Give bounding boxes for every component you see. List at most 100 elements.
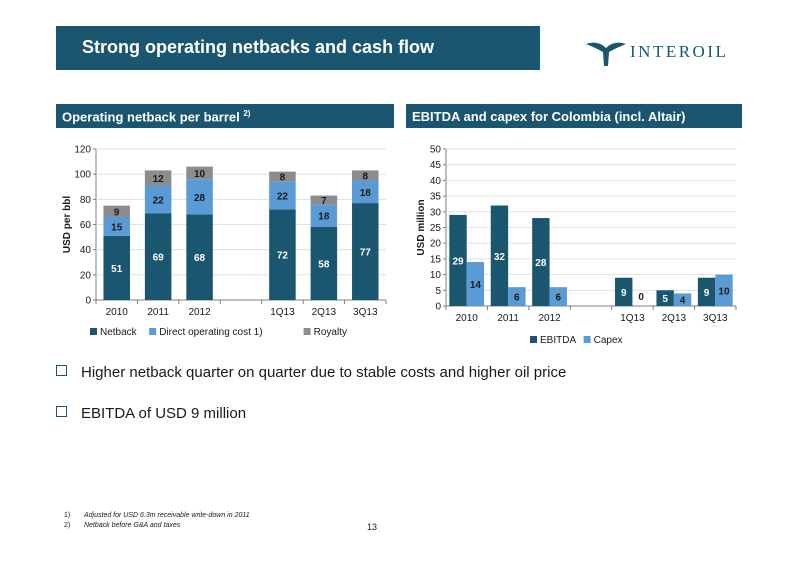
y-tick-label: 50 <box>430 145 442 156</box>
bar-direct <box>352 180 379 204</box>
bar-netback <box>103 235 130 300</box>
data-label: 22 <box>153 195 165 206</box>
bar-capex <box>715 274 733 306</box>
y-tick-label: 25 <box>430 223 442 234</box>
y-tick-label: 40 <box>430 176 442 187</box>
data-label: 14 <box>470 280 482 291</box>
data-label: 69 <box>153 253 165 264</box>
y-tick-label: 0 <box>85 296 91 307</box>
y-tick-label: 20 <box>430 239 442 250</box>
y-axis-label: USD million <box>416 199 427 255</box>
data-label: 15 <box>111 222 123 233</box>
x-tick-label: 3Q13 <box>353 307 378 318</box>
data-label: 28 <box>194 193 206 204</box>
data-label: 0 <box>638 292 644 303</box>
data-label: 6 <box>514 293 520 304</box>
slide-title-bar: Strong operating netbacks and cash flow <box>56 26 540 70</box>
x-tick-label: 2Q13 <box>662 313 687 324</box>
y-tick-label: 40 <box>80 245 92 256</box>
data-label: 10 <box>194 169 206 180</box>
legend-label: Netback <box>100 327 138 338</box>
bar-ebitda <box>615 277 633 306</box>
bar-royalty <box>269 171 296 182</box>
bullet-1-text: Higher netback quarter on quarter due to… <box>81 364 567 381</box>
y-tick-label: 80 <box>80 195 92 206</box>
x-tick-label: 3Q13 <box>703 313 728 324</box>
legend-swatch <box>530 336 537 343</box>
y-tick-label: 60 <box>80 220 92 231</box>
bar-royalty <box>103 205 130 217</box>
data-label: 22 <box>277 192 289 203</box>
bar-capex <box>673 293 692 306</box>
data-label: 18 <box>360 188 372 199</box>
data-label: 51 <box>111 264 123 275</box>
legend-label: EBITDA <box>540 335 576 346</box>
y-tick-label: 45 <box>430 160 442 171</box>
bar-direct <box>310 204 338 228</box>
y-tick-label: 20 <box>80 270 92 281</box>
y-tick-label: 30 <box>430 207 442 218</box>
x-tick-label: 2012 <box>188 307 211 318</box>
bar-ebitda <box>490 205 509 306</box>
bar-royalty <box>144 170 172 186</box>
y-tick-label: 5 <box>435 286 441 297</box>
bullet-box-icon <box>56 406 67 417</box>
bar-royalty <box>186 166 213 180</box>
legend-swatch <box>583 336 591 343</box>
x-tick-label: 1Q13 <box>270 307 295 318</box>
data-label: 8 <box>280 173 286 184</box>
data-label: 9 <box>704 288 710 299</box>
bar-netback <box>310 227 338 300</box>
y-tick-label: 15 <box>430 254 442 265</box>
data-label: 77 <box>360 248 372 259</box>
right-panel-title: EBITDA and capex for Colombia (incl. Alt… <box>412 109 686 124</box>
data-label: 9 <box>114 207 120 218</box>
data-label: 32 <box>494 252 506 263</box>
data-label: 58 <box>318 260 330 271</box>
data-label: 28 <box>535 258 547 269</box>
data-label: 68 <box>194 253 206 264</box>
data-label: 7 <box>321 196 327 207</box>
y-tick-label: 35 <box>430 192 442 203</box>
netback-chart: 0 20 40 60 80 100 120 2010 2011 2012 1Q13 2Q13 3Q13 U… <box>62 145 387 338</box>
bullet-1: Higher netback quarter on quarter due to… <box>56 364 566 381</box>
data-label: 29 <box>452 256 464 267</box>
y-tick-label: 10 <box>430 270 442 281</box>
bar-direct <box>186 179 213 215</box>
data-label: 5 <box>662 294 668 305</box>
data-label: 9 <box>621 288 627 299</box>
data-label: 10 <box>718 286 730 297</box>
y-tick-label: 0 <box>435 302 441 313</box>
interoil-logo: INTEROIL <box>584 36 744 70</box>
bar-capex <box>466 262 485 306</box>
x-tick-label: 2011 <box>147 307 169 318</box>
data-label: 72 <box>277 251 289 262</box>
bar-direct <box>103 216 130 236</box>
footnote-1: 1) Adjusted for USD 6.3m receivable write… <box>64 512 250 519</box>
bar-netback <box>186 214 213 300</box>
left-panel-title-sup: 2) <box>243 109 251 118</box>
whale-tail-icon <box>586 42 626 66</box>
x-tick-label: 2012 <box>538 313 561 324</box>
logo-text: INTEROIL <box>630 42 729 61</box>
bar-capex <box>549 287 567 306</box>
legend-swatch <box>149 328 157 335</box>
x-tick-label: 2010 <box>106 307 129 318</box>
data-label: 18 <box>318 212 330 223</box>
bullet-2: EBITDA of USD 9 million <box>56 405 246 422</box>
bar-royalty <box>310 195 338 205</box>
data-label: 8 <box>363 171 369 182</box>
y-tick-label: 120 <box>74 145 91 156</box>
legend-swatch <box>303 328 311 335</box>
left-panel-title: Operating netback per barrel <box>62 109 240 125</box>
bar-netback <box>352 203 379 300</box>
left-panel-header: Operating netback per barrel 2) <box>56 104 394 128</box>
x-tick-label: 2011 <box>497 313 519 324</box>
footnote-2: 2) Netback before G&A and taxes <box>64 522 181 529</box>
bar-netback <box>269 209 296 300</box>
bar-ebitda <box>656 290 674 306</box>
legend-label: Direct operating cost 1) <box>159 327 262 338</box>
bar-capex <box>508 287 526 306</box>
bar-direct <box>269 181 296 210</box>
right-panel-header: EBITDA and capex for Colombia (incl. Alt… <box>406 104 742 128</box>
